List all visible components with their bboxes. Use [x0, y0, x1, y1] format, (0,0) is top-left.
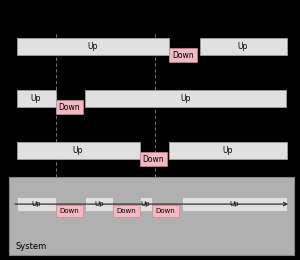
Text: Down: Down: [59, 208, 79, 214]
Text: Up: Up: [238, 42, 248, 51]
Text: System: System: [15, 242, 46, 251]
Bar: [140, 197, 152, 211]
Bar: [169, 142, 286, 159]
Bar: [182, 197, 286, 211]
Text: Down: Down: [142, 155, 164, 164]
Bar: [112, 205, 140, 217]
Bar: [169, 48, 196, 62]
Bar: [85, 90, 286, 107]
Text: Up: Up: [31, 94, 41, 103]
Bar: [56, 100, 82, 114]
Bar: [200, 38, 286, 55]
Text: Up: Up: [181, 94, 191, 103]
Bar: [16, 90, 56, 107]
Text: Up: Up: [229, 201, 239, 207]
Bar: [140, 152, 166, 166]
Text: Up: Up: [223, 146, 233, 155]
Bar: [56, 205, 82, 217]
Text: Up: Up: [88, 42, 98, 51]
Text: Down: Down: [155, 208, 175, 214]
Bar: [9, 177, 294, 255]
Text: Up: Up: [31, 201, 41, 207]
Bar: [16, 142, 140, 159]
Text: Down: Down: [172, 51, 194, 60]
Bar: [16, 197, 56, 211]
Text: Up: Up: [73, 146, 83, 155]
Text: Up: Up: [94, 201, 104, 207]
Bar: [152, 205, 178, 217]
Text: Down: Down: [58, 103, 80, 112]
Text: Up: Up: [141, 201, 150, 207]
Text: Down: Down: [116, 208, 136, 214]
Bar: [85, 197, 112, 211]
Bar: [16, 38, 169, 55]
